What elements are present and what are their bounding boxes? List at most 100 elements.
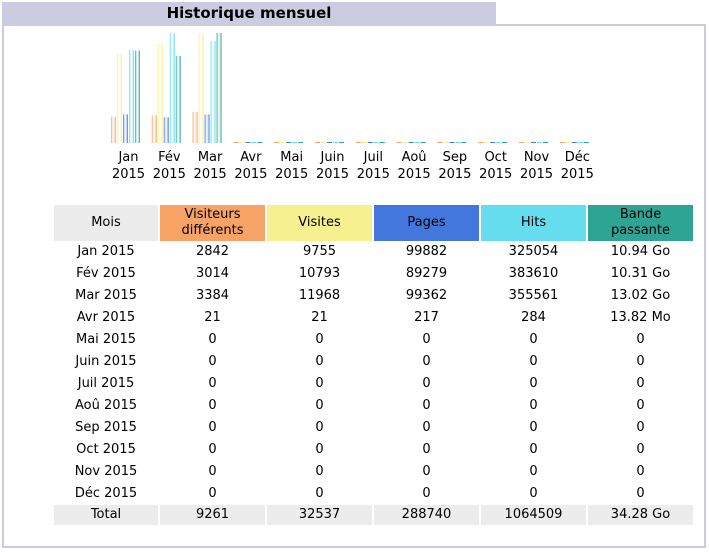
cell-mois: Juil 2015 [77, 376, 135, 391]
bar-pages-4 [245, 142, 251, 143]
cell-visites: 0 [315, 376, 324, 391]
cell-visites: 21 [311, 310, 328, 325]
cell-pages: 217 [414, 310, 439, 325]
cell-mois: Avr 2015 [76, 310, 136, 325]
cell-pages: 99882 [405, 244, 448, 259]
total-visiteurs: 9261 [160, 505, 265, 525]
bar-bande-3 [216, 33, 222, 143]
cell-pages: 0 [422, 464, 431, 479]
table-header-row: Mois Visiteurs différents Visites Pages H… [54, 205, 693, 241]
cell-bande: 10.31 Go [610, 266, 671, 281]
cell-bande: 13.82 Mo [610, 310, 671, 325]
bar-pages-1 [123, 114, 128, 143]
cell-visites: 11968 [298, 288, 341, 303]
cell-bande: 0 [636, 464, 645, 479]
bar-visiteurs-1 [111, 116, 116, 143]
bar-pages-5 [286, 142, 292, 143]
bar-bande-7 [379, 142, 385, 143]
cell-mois: Fév 2015 [76, 266, 136, 281]
bar-bande-8 [420, 142, 426, 143]
bar-pages-8 [408, 142, 414, 143]
cell-visiteurs: 2842 [195, 244, 230, 259]
cell-visites: 0 [315, 486, 324, 501]
cell-pages: 0 [422, 354, 431, 369]
bar-visites-9 [443, 142, 449, 143]
cell-mois: Mar 2015 [75, 288, 137, 303]
cell-pages: 0 [422, 398, 431, 413]
bar-visites-11 [525, 142, 530, 143]
cell-visiteurs: 3384 [195, 288, 230, 303]
cell-bande: 0 [636, 420, 645, 435]
bar-pages-3 [204, 114, 210, 143]
bar-hits-6 [333, 142, 338, 143]
cell-mois: Nov 2015 [74, 464, 138, 479]
cell-visiteurs: 0 [208, 354, 217, 369]
bar-visites-7 [361, 142, 367, 143]
cell-visites: 0 [315, 354, 324, 369]
bar-visiteurs-11 [519, 142, 524, 143]
bar-bande-5 [298, 142, 304, 143]
bar-bande-4 [257, 142, 263, 143]
header-bande-passante: Bande passante [588, 205, 693, 241]
cell-visiteurs: 0 [208, 486, 217, 501]
cell-mois: Aoû 2015 [74, 398, 138, 413]
bar-visites-4 [239, 142, 245, 143]
cell-visites: 0 [315, 442, 324, 457]
bar-visiteurs-9 [437, 142, 443, 143]
section-title: Historique mensuel [2, 2, 496, 24]
cell-visites: 0 [315, 464, 324, 479]
cell-hits: 325054 [508, 244, 559, 259]
bar-pages-7 [367, 142, 373, 143]
cell-hits: 0 [529, 420, 538, 435]
cell-visites: 0 [315, 420, 324, 435]
header-visites: Visites [267, 205, 372, 241]
bar-visiteurs-4 [233, 142, 239, 143]
cell-bande: 10.94 Go [610, 244, 671, 259]
cell-mois: Oct 2015 [76, 442, 136, 457]
bar-visites-12 [565, 142, 571, 143]
table-row: Juin 2015 0 0 0 0 0 [54, 351, 693, 373]
bar-visites-1 [117, 53, 122, 143]
bar-hits-9 [455, 142, 461, 143]
bar-visites-8 [402, 142, 408, 143]
bar-visiteurs-12 [559, 142, 565, 143]
monthly-stats-table: Mois Visiteurs différents Visites Pages H… [52, 205, 695, 525]
cell-pages: 99362 [405, 288, 448, 303]
cell-visiteurs: 3014 [195, 266, 230, 281]
cell-hits: 0 [529, 332, 538, 347]
bar-pages-12 [571, 142, 577, 143]
bar-hits-5 [292, 142, 298, 143]
cell-pages: 0 [422, 376, 431, 391]
bar-bande-2 [175, 55, 181, 143]
bar-visites-5 [280, 142, 286, 143]
bar-pages-11 [531, 142, 536, 143]
total-visites: 32537 [267, 505, 372, 525]
bar-hits-8 [414, 142, 420, 143]
cell-mois: Mai 2015 [75, 332, 136, 347]
bar-hits-3 [210, 41, 216, 143]
cell-hits: 0 [529, 442, 538, 457]
cell-hits: 0 [529, 486, 538, 501]
bar-bande-11 [543, 142, 548, 143]
bar-visiteurs-7 [355, 142, 361, 143]
bar-hits-7 [373, 142, 379, 143]
bar-bande-6 [339, 142, 344, 143]
bar-visiteurs-2 [151, 115, 157, 143]
cell-bande: 0 [636, 376, 645, 391]
header-visiteurs: Visiteurs différents [160, 205, 265, 241]
cell-visites: 9755 [302, 244, 337, 259]
bar-hits-12 [577, 142, 583, 143]
cell-visites: 0 [315, 332, 324, 347]
cell-visiteurs: 0 [208, 398, 217, 413]
bar-visiteurs-3 [192, 111, 198, 143]
bar-hits-11 [537, 142, 542, 143]
table-row: Déc 2015 0 0 0 0 0 [54, 483, 693, 505]
cell-hits: 0 [529, 464, 538, 479]
table-row: Avr 2015 21 21 217 284 13.82 Mo [54, 307, 693, 329]
cell-visiteurs: 0 [208, 442, 217, 457]
bar-hits-10 [496, 142, 502, 143]
cell-bande: 0 [636, 486, 645, 501]
bar-visites-6 [321, 142, 326, 143]
bar-visites-10 [484, 142, 490, 143]
table-total-row: Total 9261 32537 288740 1064509 34.28 Go [54, 505, 693, 525]
